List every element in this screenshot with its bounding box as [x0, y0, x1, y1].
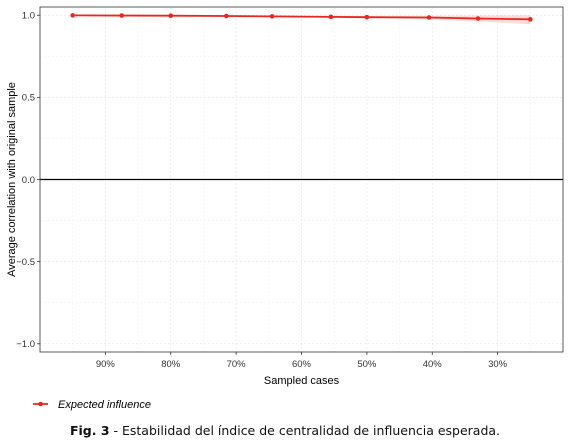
y-tick-label: 0.0 — [22, 175, 35, 186]
data-point — [364, 14, 370, 20]
y-tick-label: −1.0 — [16, 339, 35, 350]
y-axis-ticks: −1.0 −0.5 0.0 0.5 1.0 — [16, 11, 40, 350]
data-point — [168, 13, 174, 19]
x-tick-label: 90% — [96, 359, 116, 370]
series-layer — [70, 13, 533, 22]
y-axis-title: Average correlation with original sample — [6, 82, 18, 277]
x-tick-label: 80% — [161, 359, 181, 370]
x-tick-label: 40% — [423, 359, 443, 370]
y-tick-label: 1.0 — [22, 11, 35, 22]
legend: Expected influence — [33, 399, 151, 411]
x-tick-label: 70% — [227, 359, 247, 370]
data-point — [426, 15, 432, 20]
data-point — [224, 13, 229, 19]
data-point — [528, 17, 533, 22]
x-tick-label: 50% — [357, 359, 377, 370]
series-line — [72, 14, 531, 21]
x-axis-title: Sampled cases — [264, 375, 340, 387]
x-tick-label: 30% — [488, 359, 508, 370]
y-tick-label: −0.5 — [16, 257, 35, 268]
figure-caption-text: - Estabilidad del índice de centralidad … — [109, 423, 501, 438]
data-point — [328, 14, 334, 20]
data-point — [70, 13, 75, 18]
y-tick-label: 0.5 — [22, 93, 35, 104]
data-point — [475, 16, 481, 21]
x-axis-ticks: 90% 80% 70% 60% 50% 40% 30% — [96, 352, 508, 370]
legend-label: Expected influence — [58, 399, 151, 411]
figure-caption-label: Fig. 3 — [69, 423, 110, 438]
data-point — [269, 14, 275, 19]
data-point — [119, 13, 125, 18]
figure-caption: Fig. 3 - Estabilidad del índice de centr… — [0, 423, 570, 438]
legend-point-symbol — [38, 401, 43, 407]
x-tick-label: 60% — [292, 359, 312, 370]
